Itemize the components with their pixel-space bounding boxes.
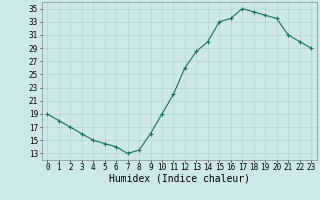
X-axis label: Humidex (Indice chaleur): Humidex (Indice chaleur) [109,174,250,184]
